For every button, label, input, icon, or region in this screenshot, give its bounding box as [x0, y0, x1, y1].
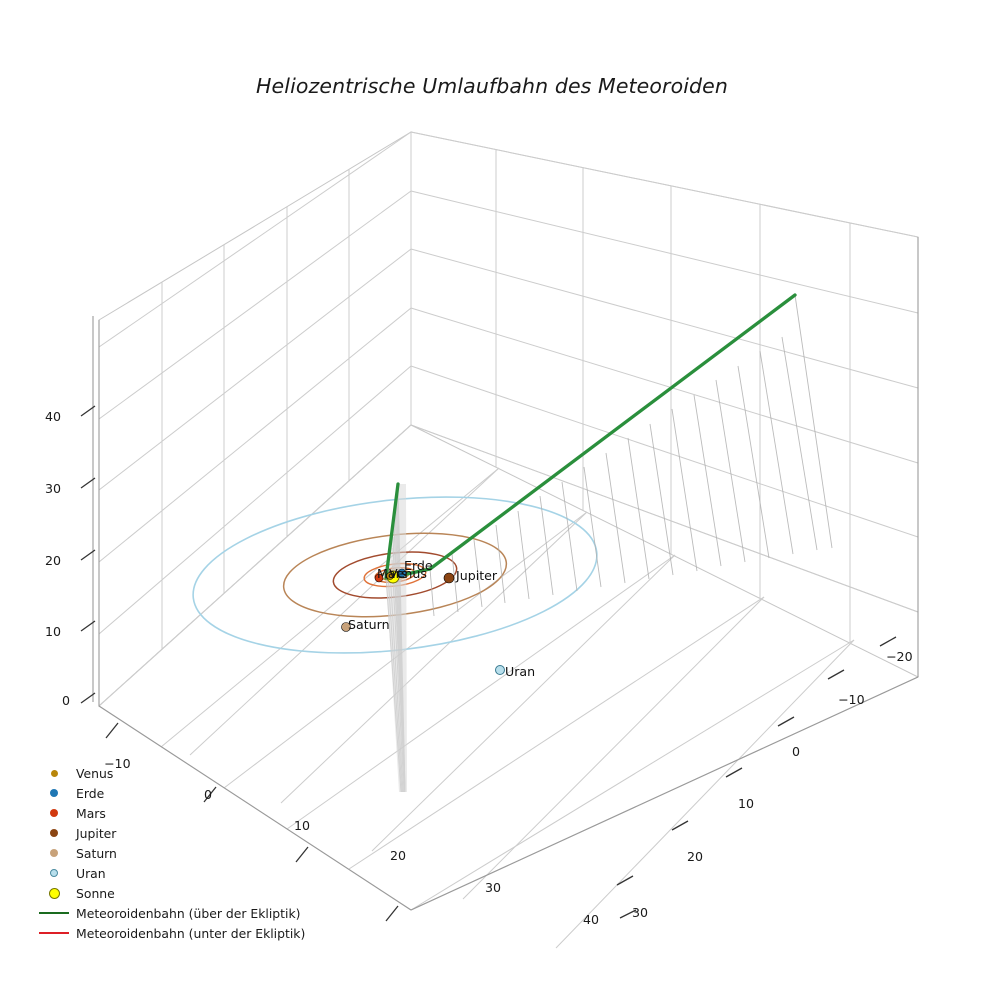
- label-jupiter: Jupiter: [456, 568, 498, 583]
- x-tick-label: 30: [485, 880, 502, 895]
- legend-item-mars[interactable]: Mars: [34, 803, 334, 823]
- legend-item-uran[interactable]: Uran: [34, 863, 334, 883]
- legend-label: Saturn: [76, 845, 117, 861]
- x-tick-label: −10: [104, 756, 131, 771]
- y-tick-label: 10: [738, 796, 755, 811]
- legend-label: Erde: [76, 785, 105, 801]
- y-tick-label: −10: [838, 692, 865, 707]
- legend-label: Jupiter: [76, 825, 117, 841]
- legend-marker-mars-icon: [34, 809, 74, 817]
- pane-right-wall: [410, 131, 919, 677]
- y-tick-label: 0: [792, 744, 801, 759]
- y-tick-label: 30: [632, 905, 649, 920]
- marker-jupiter: [443, 572, 455, 584]
- trajectory-ascending-leg: [384, 482, 400, 580]
- legend-item-jupiter[interactable]: Jupiter: [34, 823, 334, 843]
- legend-label: Venus: [76, 765, 114, 781]
- stem-shaft-fill: [386, 484, 407, 792]
- legend-item-saturn[interactable]: Saturn: [34, 843, 334, 863]
- marker-saturn: [341, 622, 351, 632]
- legend-line-red-icon: [34, 932, 74, 934]
- legend-item-venus[interactable]: Venus: [34, 763, 334, 783]
- y-tick-label: 20: [687, 849, 704, 864]
- x-tick-label: 0: [204, 787, 213, 802]
- axes3d-panes: [80, 131, 920, 949]
- legend-marker-uran-icon: [34, 869, 74, 877]
- legend-label: Mars: [76, 805, 106, 821]
- legend-marker-venus-icon: [34, 769, 74, 777]
- x-tick-label: 10: [294, 818, 311, 833]
- legend-item-trajectory-below[interactable]: Meteoroidenbahn (unter der Ekliptik): [34, 923, 334, 943]
- z-tick-label: 40: [45, 409, 62, 424]
- x-tick-label: 40: [583, 912, 600, 927]
- z-tick-label: 20: [45, 553, 62, 568]
- axis-spines: [92, 237, 919, 911]
- planet-markers: [341, 568, 505, 675]
- legend-item-trajectory-above[interactable]: Meteoroidenbahn (über der Ekliptik): [34, 903, 334, 923]
- legend-marker-sonne-icon: [34, 887, 74, 899]
- y-tick-label: −20: [886, 649, 913, 664]
- legend-item-erde[interactable]: Erde: [34, 783, 334, 803]
- label-mars: Mars: [377, 566, 408, 581]
- marker-uran: [495, 665, 505, 675]
- z-tick-label: 0: [62, 693, 71, 708]
- axis-ticks: [80, 405, 897, 922]
- legend-item-sonne[interactable]: Sonne: [34, 883, 334, 903]
- legend-marker-jupiter-icon: [34, 829, 74, 837]
- label-saturn: Saturn: [348, 617, 390, 632]
- label-erde: Erde: [404, 558, 433, 573]
- legend-label: Meteoroidenbahn (über der Ekliptik): [76, 905, 301, 921]
- legend-marker-erde-icon: [34, 789, 74, 797]
- page-title: Heliozentrische Umlaufbahn des Meteoroid…: [256, 74, 728, 98]
- marker-mars: [374, 573, 384, 583]
- stem-lines-outbound: [429, 294, 833, 617]
- label-uran: Uran: [505, 664, 536, 679]
- z-tick-label: 10: [45, 624, 62, 639]
- label-venus: Venus: [389, 566, 427, 581]
- legend-line-green-icon: [34, 912, 74, 914]
- legend-label: Sonne: [76, 885, 115, 901]
- marker-erde: [397, 568, 407, 578]
- z-tick-label: 30: [45, 481, 62, 496]
- x-tick-label: 20: [390, 848, 407, 863]
- marker-venus: [386, 572, 394, 580]
- legend-label: Meteoroidenbahn (unter der Ekliptik): [76, 925, 306, 941]
- legend-marker-saturn-icon: [34, 849, 74, 857]
- legend: Venus Erde Mars Jupiter Saturn: [34, 763, 334, 943]
- legend-label: Uran: [76, 865, 106, 881]
